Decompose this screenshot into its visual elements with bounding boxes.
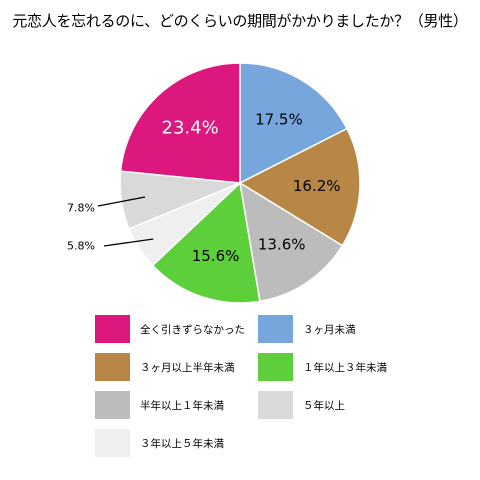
legend-swatch xyxy=(95,353,130,381)
leader-line xyxy=(97,196,146,207)
legend-label: 半年以上１年未満 xyxy=(140,399,224,412)
pie-slice-label: 16.2% xyxy=(293,177,341,195)
pie-slice-label: 17.5% xyxy=(255,111,303,129)
chart-title: 元恋人を忘れるのに、どのくらいの期間がかかりましたか？（男性） xyxy=(12,12,468,30)
legend-label: ３ヶ月未満 xyxy=(303,323,356,336)
legend-label: ５年以上 xyxy=(303,399,345,412)
legend-swatch xyxy=(95,391,130,419)
legend-swatch xyxy=(95,315,130,343)
legend-item-0: 全く引きずらなかった xyxy=(95,315,245,343)
leader-line xyxy=(103,238,154,247)
pie-slice-label: 13.6% xyxy=(258,236,306,254)
pie-slice xyxy=(151,181,261,304)
legend-item-2: ３ヶ月以上半年未満 xyxy=(95,353,235,381)
legend-label: ３ヶ月以上半年未満 xyxy=(140,361,235,374)
legend-label: 全く引きずらなかった xyxy=(140,323,245,336)
pie-slice-label: 23.4% xyxy=(162,117,219,138)
legend-item-4: 半年以上１年未満 xyxy=(95,391,224,419)
legend-item-5: ５年以上 xyxy=(258,391,345,419)
legend-item-1: ３ヶ月未満 xyxy=(258,315,356,343)
legend-swatch xyxy=(258,391,293,419)
pie-slice-label: 7.8% xyxy=(67,202,95,215)
pie-slice xyxy=(239,62,348,185)
pie-slice-label: 5.8% xyxy=(67,240,95,253)
legend-label: ３年以上５年未満 xyxy=(140,437,224,450)
legend-label: １年以上３年未満 xyxy=(303,361,387,374)
legend-swatch xyxy=(258,353,293,381)
legend-item-3: １年以上３年未満 xyxy=(258,353,387,381)
legend-item-6: ３年以上５年未満 xyxy=(95,429,224,457)
pie-slice xyxy=(119,62,241,184)
legend-swatch xyxy=(95,429,130,457)
legend-swatch xyxy=(258,315,293,343)
pie-slice-label: 15.6% xyxy=(192,247,240,265)
pie-slice xyxy=(238,181,344,303)
pie-slice xyxy=(238,127,361,247)
